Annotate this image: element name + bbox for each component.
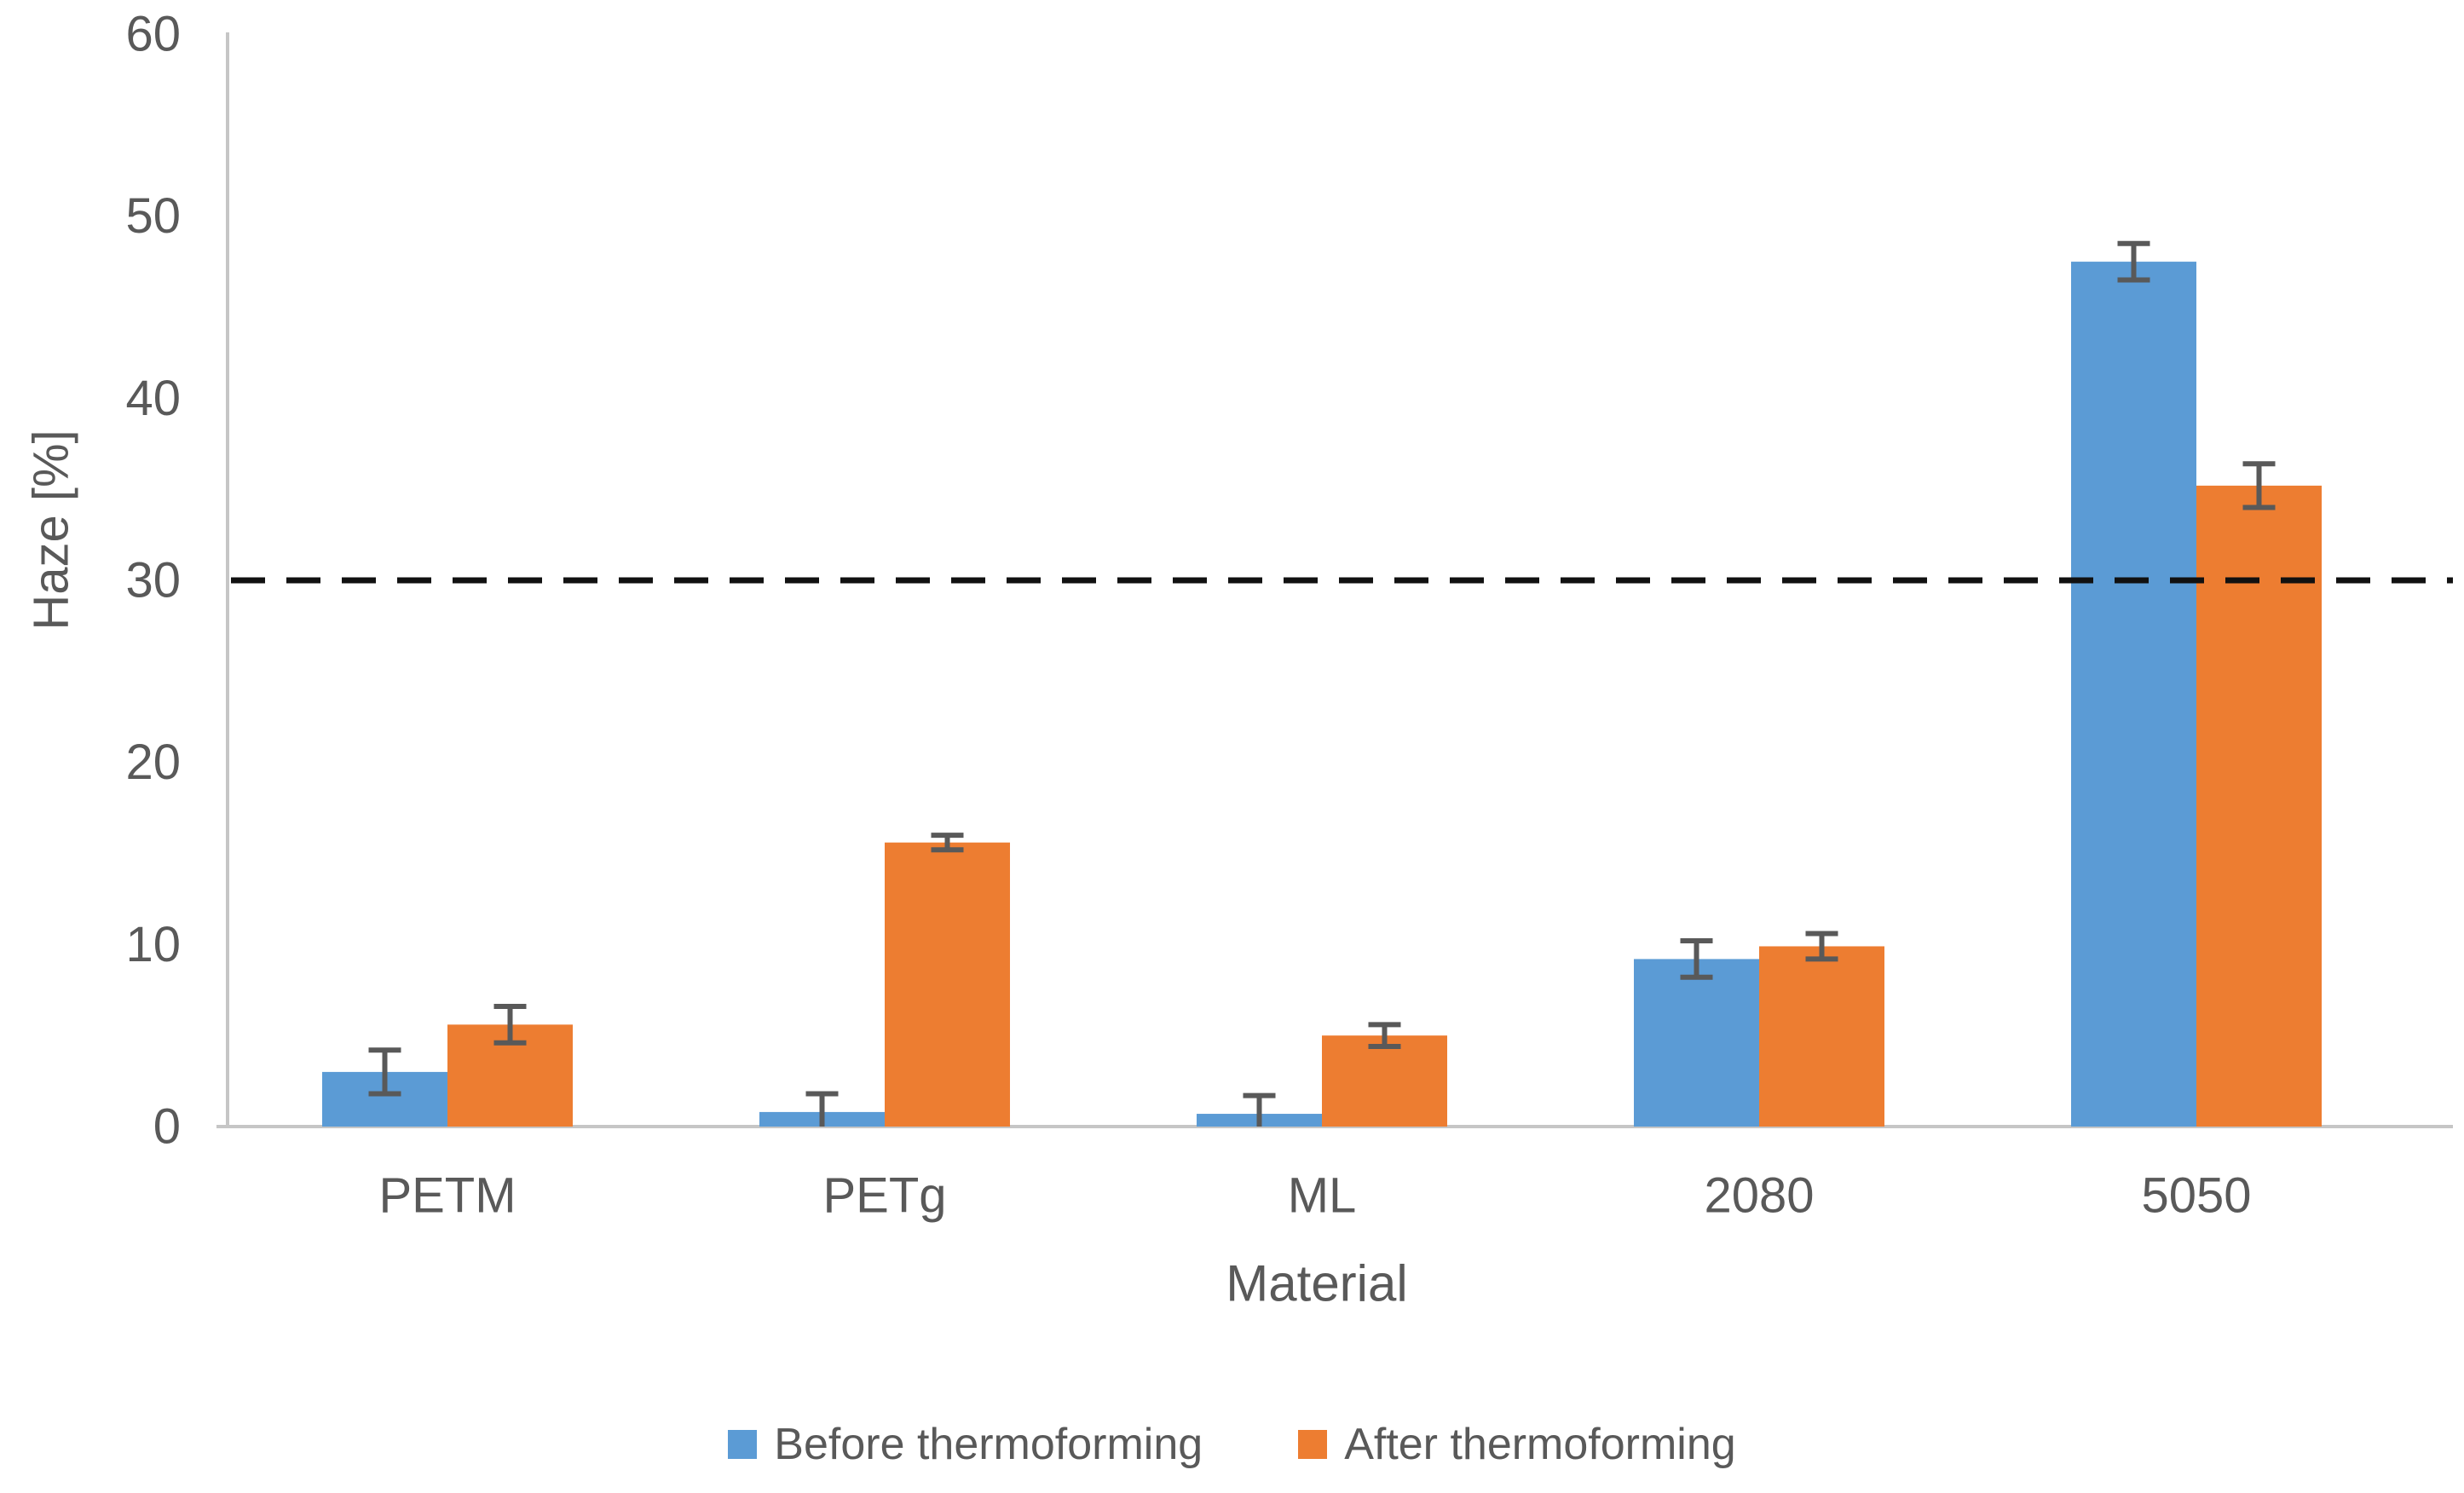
x-tick-label-PETg: PETg	[822, 1168, 946, 1224]
error-bar-after-thermoforming-2080	[1805, 931, 1838, 962]
bars-layer	[322, 262, 2322, 1127]
error-bar-before-thermoforming-PETM	[368, 1047, 401, 1097]
bar-after-thermoforming-5050	[2196, 485, 2322, 1127]
legend: Before thermoforming After thermoforming	[0, 1419, 2464, 1470]
error-bar-after-thermoforming-PETg	[931, 833, 964, 853]
axis-text-layer: 0 10 20 30 40 50 60 PETM PETg ML 2080 5050	[125, 7, 2251, 1224]
x-tick-label-PETM: PETM	[378, 1168, 516, 1224]
bar-before-thermoforming-2080	[1634, 959, 1759, 1127]
legend-item-after-thermoforming: After thermoforming	[1298, 1419, 1736, 1470]
legend-swatch-before-thermoforming	[728, 1430, 758, 1459]
bar-after-thermoforming-2080	[1759, 946, 1884, 1127]
y-tick-label-10: 10	[125, 917, 181, 972]
x-tick-label-ML: ML	[1288, 1168, 1357, 1224]
legend-item-before-thermoforming: Before thermoforming	[728, 1419, 1203, 1470]
bar-after-thermoforming-PETg	[885, 842, 1010, 1127]
error-bar-before-thermoforming-ML	[1243, 1092, 1276, 1127]
error-bar-before-thermoforming-PETg	[805, 1091, 839, 1127]
y-axis-title: Haze [%]	[23, 429, 79, 631]
bar-after-thermoforming-ML	[1322, 1035, 1447, 1127]
x-tick-label-2080: 2080	[1704, 1168, 1814, 1224]
x-tick-label-5050: 5050	[2141, 1168, 2251, 1224]
legend-label: After thermoforming	[1344, 1420, 1736, 1469]
y-tick-label-50: 50	[125, 188, 181, 244]
error-bar-after-thermoforming-5050	[2242, 461, 2276, 510]
y-tick-label-60: 60	[125, 7, 181, 62]
y-tick-label-30: 30	[125, 553, 181, 608]
bar-before-thermoforming-5050	[2071, 262, 2196, 1127]
y-tick-label-20: 20	[125, 735, 181, 790]
x-axis-title: Material	[1226, 1254, 1408, 1312]
error-bar-after-thermoforming-ML	[1368, 1022, 1401, 1049]
error-bar-before-thermoforming-5050	[2117, 240, 2150, 283]
error-bar-after-thermoforming-PETM	[493, 1003, 527, 1046]
legend-label: Before thermoforming	[774, 1420, 1203, 1469]
legend-swatch-after-thermoforming	[1298, 1430, 1328, 1459]
y-tick-label-0: 0	[153, 1099, 181, 1155]
error-bars-layer	[368, 240, 2276, 1127]
y-tick-label-40: 40	[125, 371, 181, 426]
error-bar-before-thermoforming-2080	[1680, 938, 1713, 980]
